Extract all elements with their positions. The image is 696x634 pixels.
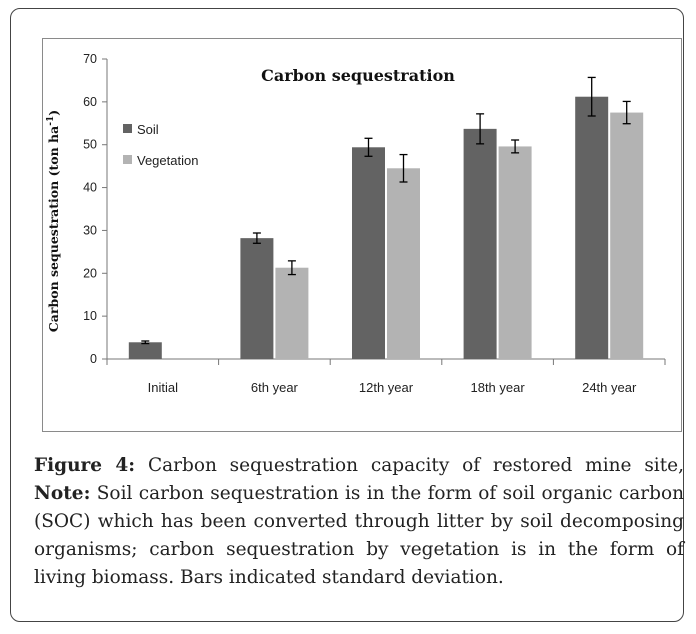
x-tick-label: 18th year bbox=[470, 380, 525, 395]
bar-soil bbox=[575, 96, 609, 359]
figure-caption: Figure 4: Carbon sequestration capacity … bbox=[34, 452, 684, 592]
bar-vegetation bbox=[498, 146, 532, 359]
x-tick-label: 12th year bbox=[359, 380, 414, 395]
y-axis-label-text: Carbon sequestration (ton ha bbox=[46, 126, 61, 332]
bar-vegetation bbox=[610, 112, 644, 359]
chart-area: Carbon sequestration Carbon sequestratio… bbox=[42, 38, 682, 432]
x-tick-label: Initial bbox=[148, 380, 178, 395]
bar-chart: Carbon sequestration Carbon sequestratio… bbox=[46, 52, 666, 395]
legend-label-vegetation: Vegetation bbox=[137, 153, 198, 168]
caption-text-1: Carbon sequestration capacity of restore… bbox=[135, 455, 684, 476]
bar-soil bbox=[240, 238, 274, 359]
bar-vegetation bbox=[387, 168, 420, 359]
y-tick-label: 70 bbox=[83, 52, 97, 66]
bar-vegetation bbox=[275, 267, 309, 359]
y-tick-label: 0 bbox=[90, 352, 97, 366]
y-tick-label: 10 bbox=[83, 309, 97, 323]
caption-figure-label: Figure 4: bbox=[34, 455, 136, 476]
caption-note-label: Note: bbox=[34, 483, 91, 504]
y-tick-label: 40 bbox=[83, 181, 97, 195]
y-tick-label: 30 bbox=[83, 223, 97, 237]
y-axis-label-end: ) bbox=[46, 110, 61, 116]
figure-frame: Carbon sequestration Carbon sequestratio… bbox=[10, 8, 684, 622]
caption-text-2: Soil carbon sequestration is in the form… bbox=[34, 483, 684, 588]
y-tick-label: 20 bbox=[83, 266, 97, 280]
legend-label-soil: Soil bbox=[137, 122, 159, 137]
x-tick-label: 24th year bbox=[582, 380, 637, 395]
bar-soil bbox=[463, 128, 497, 359]
y-tick-label: 60 bbox=[83, 95, 97, 109]
bar-soil bbox=[128, 342, 162, 359]
bar-soil bbox=[352, 147, 385, 359]
y-axis-label-sup: -1 bbox=[46, 116, 56, 126]
chart-title: Carbon sequestration bbox=[261, 66, 455, 85]
x-tick-label: 6th year bbox=[251, 380, 299, 395]
legend-swatch-soil bbox=[123, 124, 132, 133]
plot-group: 0 10 20 30 40 50 60 70 Initial 6th year 12th year 1… bbox=[83, 52, 666, 395]
legend-swatch-vegetation bbox=[123, 155, 132, 164]
y-axis-label: Carbon sequestration (ton ha-1) bbox=[46, 110, 61, 332]
y-tick-label: 50 bbox=[83, 138, 97, 152]
